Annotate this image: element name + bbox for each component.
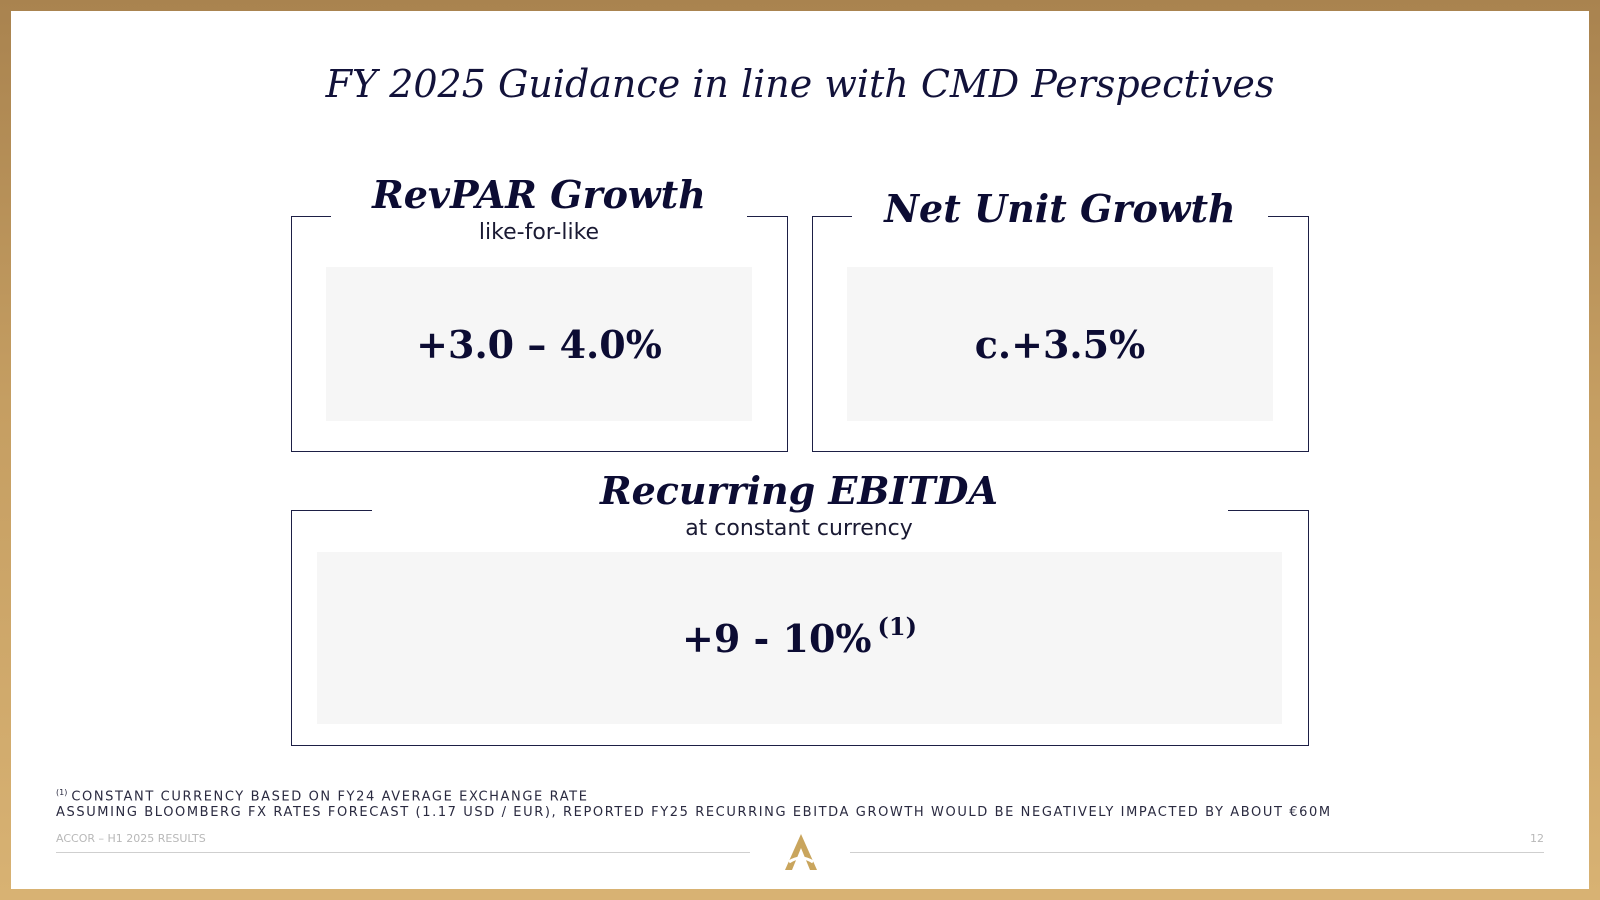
ebitda-card (291, 508, 1309, 746)
net-unit-header: Net Unit Growth (851, 188, 1269, 230)
revpar-value-box: +3.0 – 4.0% (326, 267, 752, 421)
ebitda-value: +9 - 10% (1) (682, 612, 917, 661)
footnote-1: (1) CONSTANT CURRENCY BASED ON FY24 AVERA… (56, 788, 589, 804)
ebitda-title: Recurring EBITDA (600, 468, 998, 513)
revpar-value: +3.0 – 4.0% (416, 321, 662, 367)
revpar-card (291, 214, 788, 452)
footnote-2: ASSUMING BLOOMBERG FX RATES FORECAST (1.… (56, 805, 1332, 820)
ebitda-subtitle: at constant currency (685, 515, 913, 541)
slide (11, 11, 1589, 889)
net-unit-value-box: c.+3.5% (847, 267, 1273, 421)
footnote-marker: (1) (56, 788, 68, 797)
accor-logo-icon (785, 834, 817, 870)
page-number: 12 (1530, 832, 1544, 845)
net-unit-card (812, 214, 1309, 452)
ebitda-value-text: +9 - 10% (682, 615, 872, 661)
revpar-title: RevPAR Growth (372, 172, 706, 217)
footer-divider-left (56, 852, 750, 853)
footer-label: ACCOR – H1 2025 RESULTS (56, 832, 206, 845)
ebitda-value-box: +9 - 10% (1) (317, 552, 1282, 724)
net-unit-value: c.+3.5% (974, 321, 1146, 367)
revpar-header: RevPAR Growth like-for-like (330, 174, 748, 245)
footnote-1-text: CONSTANT CURRENCY BASED ON FY24 AVERAGE … (71, 789, 589, 805)
revpar-subtitle: like-for-like (478, 219, 600, 245)
footer-divider-right (850, 852, 1544, 853)
net-unit-title: Net Unit Growth (884, 186, 1236, 231)
page-title: FY 2025 Guidance in line with CMD Perspe… (325, 62, 1275, 106)
ebitda-header: Recurring EBITDA at constant currency (372, 470, 1226, 541)
ebitda-footnote-ref: (1) (877, 611, 917, 641)
